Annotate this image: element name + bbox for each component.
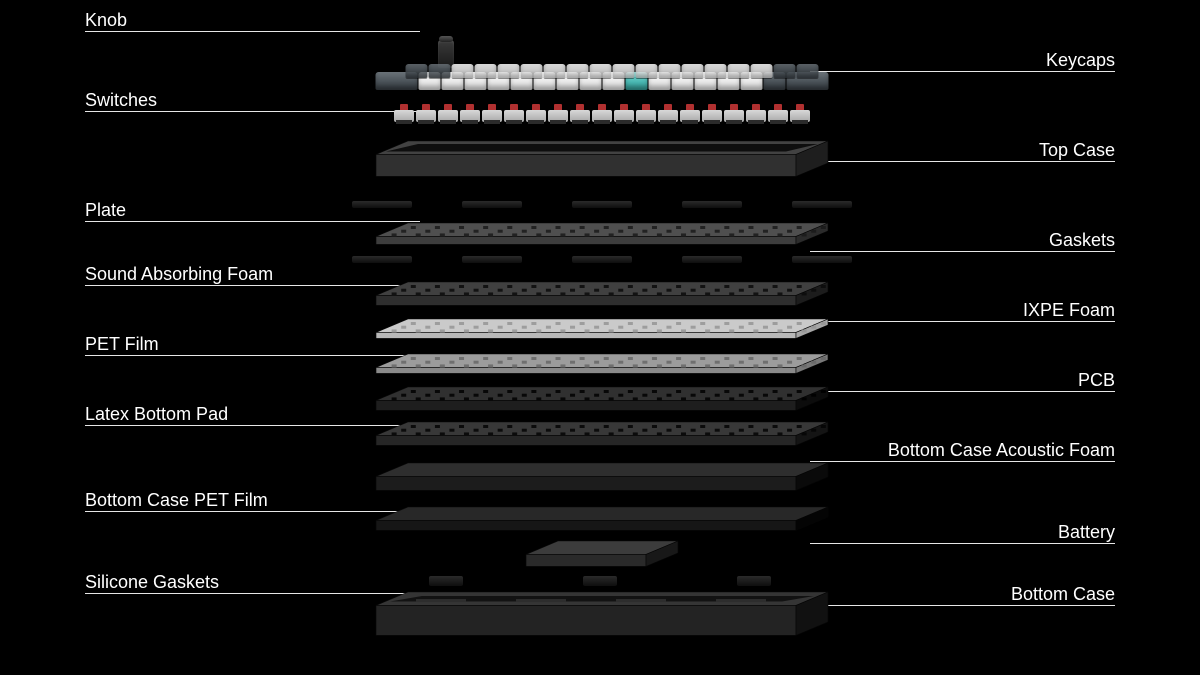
layer-battery bbox=[524, 539, 680, 571]
layer-bottom_case bbox=[374, 590, 830, 640]
label-top-case: Top Case bbox=[1039, 140, 1115, 161]
label-gaskets: Gaskets bbox=[1049, 230, 1115, 251]
label-battery: Battery bbox=[1058, 522, 1115, 543]
label-pcb: PCB bbox=[1078, 370, 1115, 391]
layer-gaskets bbox=[352, 256, 852, 263]
layer-pcb bbox=[374, 385, 830, 415]
label-ixpe-foam: IXPE Foam bbox=[1023, 300, 1115, 321]
layer-bottom_pet bbox=[374, 505, 830, 535]
layer-pet_film bbox=[374, 352, 830, 378]
layer-switches bbox=[394, 104, 810, 124]
label-latex-bottom-pad: Latex Bottom Pad bbox=[85, 404, 228, 425]
label-bottom-case-acoustic-foam: Bottom Case Acoustic Foam bbox=[888, 440, 1115, 461]
label-bottom-case: Bottom Case bbox=[1011, 584, 1115, 605]
label-bottom-case-pet-film: Bottom Case PET Film bbox=[85, 490, 268, 511]
label-pet-film: PET Film bbox=[85, 334, 159, 355]
layer-gaskets bbox=[352, 201, 852, 208]
label-sound-absorbing-foam: Sound Absorbing Foam bbox=[85, 264, 273, 285]
label-knob: Knob bbox=[85, 10, 127, 31]
layer-acoustic_foam bbox=[374, 461, 830, 495]
label-switches: Switches bbox=[85, 90, 157, 111]
label-silicone-gaskets: Silicone Gaskets bbox=[85, 572, 219, 593]
layer-top_case bbox=[374, 139, 830, 181]
layer-ixpe_foam bbox=[374, 317, 830, 343]
layer-silicone-gaskets bbox=[429, 576, 771, 586]
layer-sound_foam bbox=[374, 280, 830, 310]
layer-latex_pad bbox=[374, 420, 830, 450]
layer-plate bbox=[374, 221, 830, 249]
label-keycaps: Keycaps bbox=[1046, 50, 1115, 71]
label-plate: Plate bbox=[85, 200, 126, 221]
